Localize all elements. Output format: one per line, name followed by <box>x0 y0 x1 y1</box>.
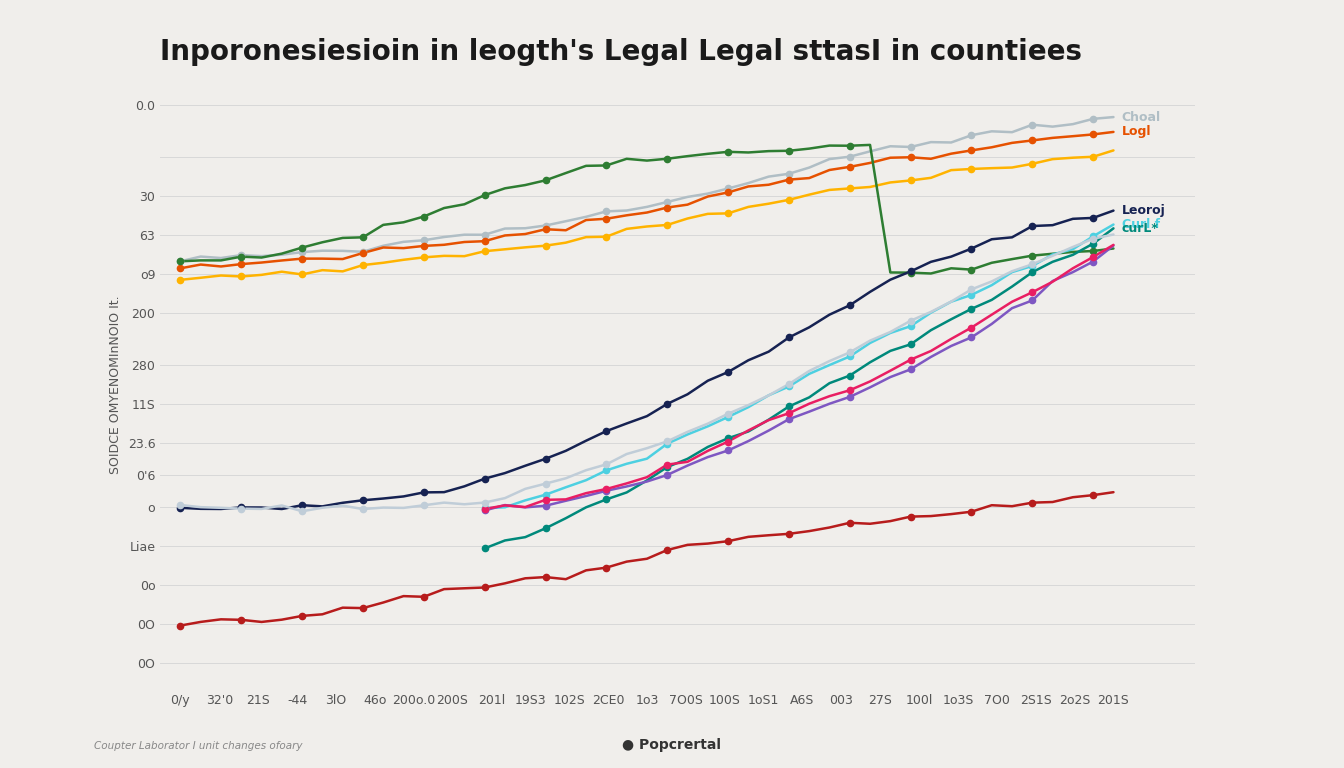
Text: curL*: curL* <box>1122 222 1159 235</box>
Text: Leoroj: Leoroj <box>1122 204 1165 217</box>
Text: Choal: Choal <box>1122 111 1161 124</box>
Text: Inporonesiesioin in leogth's Legal Legal sttasI in countiees: Inporonesiesioin in leogth's Legal Legal… <box>160 38 1082 66</box>
Y-axis label: SOIDCE OMYENOMInNOIO It.: SOIDCE OMYENOMInNOIO It. <box>109 295 122 474</box>
Text: Logl: Logl <box>1122 125 1150 138</box>
Text: Coupter Laborator I unit changes ofoary: Coupter Laborator I unit changes ofoary <box>94 741 302 751</box>
Text: Curl f: Curl f <box>1122 218 1160 231</box>
Text: ● Popcrertal: ● Popcrertal <box>622 738 722 752</box>
